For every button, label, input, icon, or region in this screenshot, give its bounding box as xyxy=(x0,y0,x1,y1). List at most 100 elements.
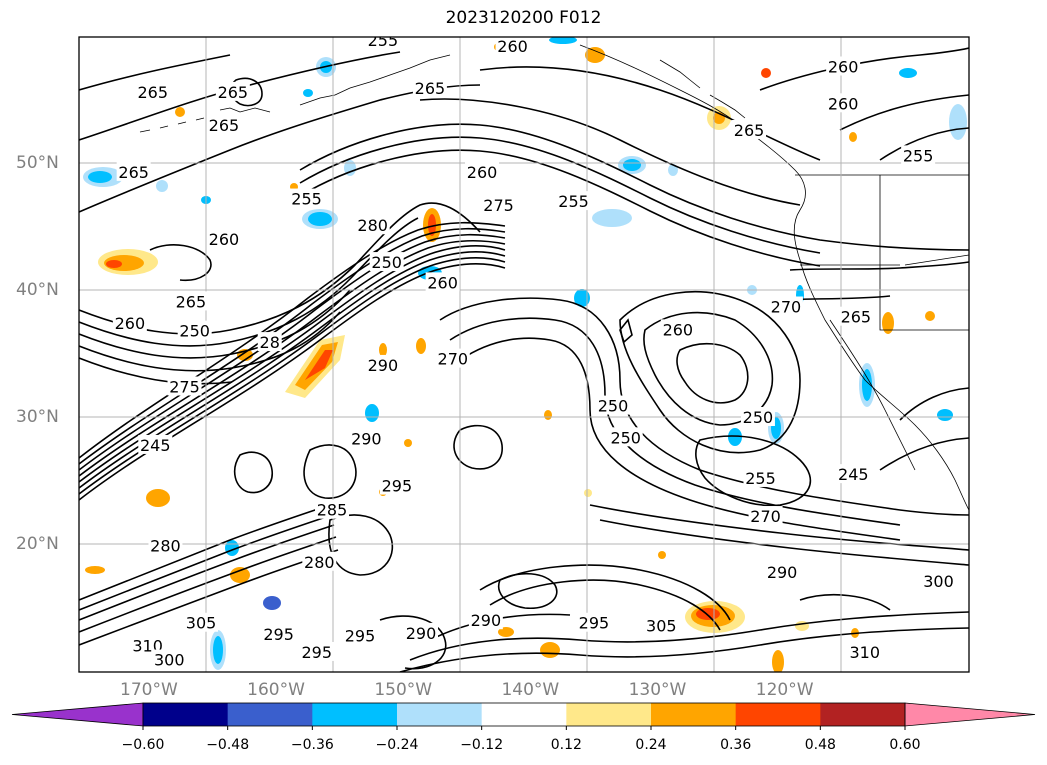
contour-label: 250 xyxy=(179,322,210,341)
contour-label: 265 xyxy=(734,121,765,140)
colorbar-segment xyxy=(312,703,398,726)
contour-label: 260 xyxy=(828,57,859,76)
contour-label: 28 xyxy=(260,333,280,352)
contour-label-bg xyxy=(468,610,503,630)
contour-label: 295 xyxy=(382,477,413,496)
colorbar-segment xyxy=(143,703,229,726)
contour-label: 295 xyxy=(301,643,332,662)
contour-label-bg xyxy=(206,114,241,134)
colorbar-tick-label: 0.36 xyxy=(720,737,752,753)
lat-label: 50°N xyxy=(16,153,59,173)
colorbar-segment xyxy=(481,703,567,726)
contour-label: 260 xyxy=(497,37,528,56)
contour-label-bg xyxy=(826,56,861,76)
contour-label: 245 xyxy=(838,465,869,484)
contour-label-bg xyxy=(748,506,783,526)
colorbar-extend-high xyxy=(904,702,1036,727)
contour-label-bg xyxy=(847,641,882,661)
contour-label: 295 xyxy=(263,625,294,644)
contour-label-bg xyxy=(184,612,219,632)
contour-label: 275 xyxy=(483,196,514,215)
contour-label: 260 xyxy=(427,273,458,292)
contour-label: 290 xyxy=(368,356,399,375)
contour-label: 285 xyxy=(317,501,348,520)
contour-label: 265 xyxy=(841,308,872,327)
contour-label: 295 xyxy=(345,626,376,645)
contour-label: 260 xyxy=(467,163,498,182)
contour-label: 270 xyxy=(750,507,781,526)
contour-label-bg xyxy=(465,161,500,181)
lon-label: 170°W xyxy=(120,680,178,700)
contour-label: 245 xyxy=(140,436,171,455)
contour-labels: 255 260 260 265 265 265 260 265 265 255 265 260 275 2… xyxy=(112,37,956,670)
contour-label-bg xyxy=(152,649,187,669)
contour-label: 260 xyxy=(209,230,240,249)
lon-label: 150°W xyxy=(374,680,433,700)
contour-label: 300 xyxy=(923,572,954,591)
contour-label-bg xyxy=(349,428,384,448)
contour-label: 310 xyxy=(849,643,880,662)
contour-label: 290 xyxy=(351,430,382,449)
colorbar-segment xyxy=(651,703,737,726)
contour-label-bg xyxy=(261,624,296,644)
contour-label-bg xyxy=(299,641,334,661)
contour-layer xyxy=(79,47,969,672)
contour-label-bg xyxy=(112,313,147,333)
contour-label-bg xyxy=(289,188,324,208)
map-frame xyxy=(78,36,970,673)
colorbar-tick-label: −0.48 xyxy=(206,737,250,753)
contour-label: 265 xyxy=(118,163,149,182)
contour-label: 280 xyxy=(150,536,181,555)
contour-label: 300 xyxy=(154,651,185,670)
colorbar-segment xyxy=(820,703,906,726)
colorbar-segment xyxy=(735,703,821,726)
contour-label-bg xyxy=(167,376,202,396)
contour-label-bg xyxy=(495,37,530,56)
contour-label: 270 xyxy=(771,298,802,317)
contour-label-bg xyxy=(365,354,400,374)
contour-label-bg xyxy=(644,615,679,635)
contour-label: 255 xyxy=(558,192,589,211)
contour-label: 305 xyxy=(186,614,217,633)
contour-label: 265 xyxy=(415,79,446,98)
contour-label-bg xyxy=(148,535,183,555)
contour-label: 280 xyxy=(357,216,388,235)
contour-label-bg xyxy=(660,319,695,339)
contour-label: 290 xyxy=(767,563,798,582)
contour-label-bg xyxy=(135,81,170,101)
lon-label: 160°W xyxy=(247,680,305,700)
contour-label-bg xyxy=(425,272,460,292)
colorbar-extend-low xyxy=(11,702,144,727)
contour-label-bg xyxy=(365,37,400,49)
colorbar-segment xyxy=(397,703,483,726)
contour-label: 265 xyxy=(176,292,207,311)
contour-label-bg xyxy=(740,407,775,426)
contour-label: 255 xyxy=(745,469,776,488)
lat-label: 30°N xyxy=(16,407,59,427)
contour-label-bg xyxy=(302,551,337,571)
contour-label-bg xyxy=(608,427,643,447)
contour-label-bg xyxy=(596,395,630,415)
contour-label-bg xyxy=(173,291,208,311)
contour-label: 265 xyxy=(137,83,168,102)
contour-label-bg xyxy=(836,464,871,484)
contour-label-bg xyxy=(116,161,151,181)
lat-label: 40°N xyxy=(16,280,59,300)
contour-label-bg xyxy=(481,194,516,214)
contour-label: 305 xyxy=(646,616,677,635)
contour-label-bg xyxy=(412,78,447,98)
colorbar-frame xyxy=(142,702,906,727)
lon-label: 140°W xyxy=(501,680,560,700)
colorbar-tick-label: −0.12 xyxy=(460,737,504,753)
contour-label-bg xyxy=(556,191,591,211)
contour-label: 295 xyxy=(579,614,610,633)
contour-label: 265 xyxy=(209,116,240,135)
colorbar xyxy=(11,702,1036,730)
contour-label: 260 xyxy=(663,320,694,339)
contour-label: 250 xyxy=(371,253,402,272)
contour-label-bg xyxy=(743,467,778,487)
colorbar-tick-label: −0.36 xyxy=(290,737,334,753)
contour-label-bg xyxy=(177,320,212,340)
colorbar-tick-label: 0.12 xyxy=(550,737,582,753)
